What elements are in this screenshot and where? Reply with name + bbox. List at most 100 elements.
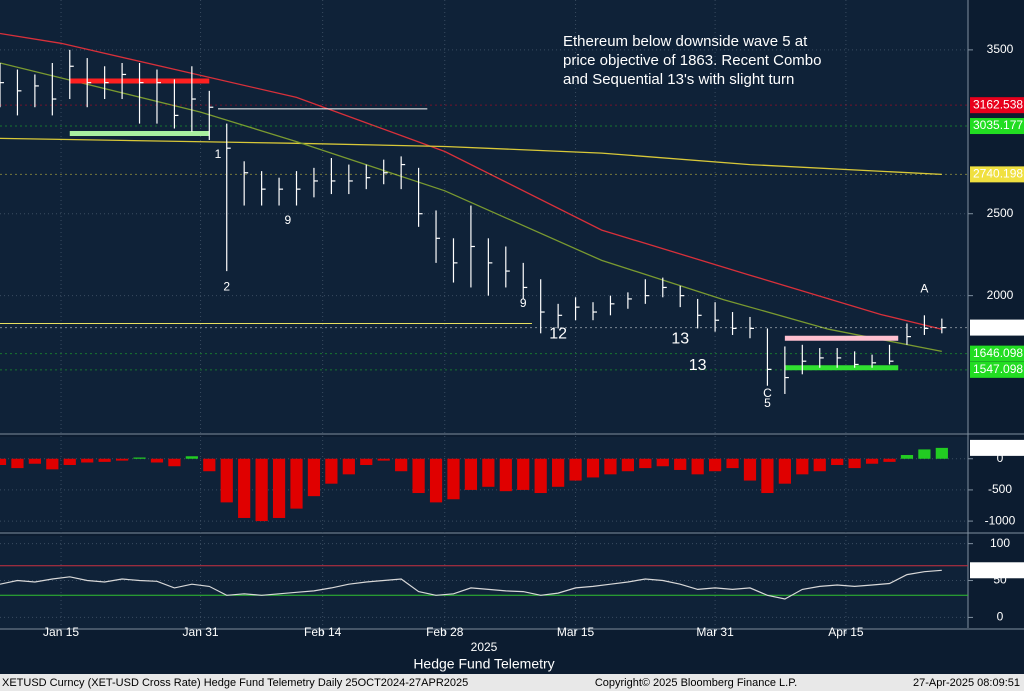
histogram-bar <box>674 458 687 470</box>
histogram-bar <box>482 458 495 487</box>
histogram-bar <box>848 458 861 469</box>
moving-average <box>0 32 942 330</box>
level-label: 1646.098 <box>973 346 1023 360</box>
level-box <box>970 319 1024 336</box>
rsi-line <box>0 569 942 600</box>
footer-right: 27-Apr-2025 08:09:51 <box>913 677 1020 689</box>
level-box <box>970 118 1024 135</box>
histogram-bar <box>133 457 146 459</box>
histogram-bar <box>447 458 460 500</box>
price-panel <box>0 0 968 433</box>
histogram-bar <box>115 458 129 461</box>
histogram-bar <box>813 458 826 472</box>
count-label: A <box>920 281 928 295</box>
histogram-bar <box>464 458 478 490</box>
histogram-bar <box>290 458 303 509</box>
histogram-bar <box>307 458 321 497</box>
histogram-bar <box>412 458 425 494</box>
histogram-bar <box>81 458 94 463</box>
count-label: 9 <box>284 213 291 227</box>
annotation: price objective of 1863. Recent Combo <box>563 52 821 69</box>
histogram-bar <box>935 447 948 459</box>
last-value-label: 174.4595 <box>973 440 1023 454</box>
footer-bar <box>0 674 1024 691</box>
last-value-box <box>970 562 1024 579</box>
last-value-label: 63.8948 <box>973 562 1017 576</box>
histogram-bar <box>46 458 59 470</box>
moving-average <box>0 137 942 176</box>
histogram-bar <box>325 458 338 484</box>
x-tick-label: Feb 28 <box>426 625 464 639</box>
histogram-bar <box>517 458 530 490</box>
histogram-bar <box>569 458 582 481</box>
histogram-bar <box>150 458 164 463</box>
histogram-bar <box>203 458 216 472</box>
histogram-bar <box>238 458 251 518</box>
level-box <box>970 345 1024 362</box>
level-label: 3162.538 <box>973 97 1023 111</box>
count-label: 5 <box>764 396 771 410</box>
y-tick-label: 0 <box>997 451 1004 465</box>
histogram-bar <box>796 458 809 475</box>
last-value-box <box>970 439 1024 456</box>
count-label: C <box>763 386 772 400</box>
count-label: 13 <box>671 330 689 347</box>
histogram-bar <box>831 458 844 465</box>
y-tick-label: -1000 <box>985 513 1016 527</box>
level-label: 1547.098 <box>973 362 1023 376</box>
histogram-bar <box>586 458 600 478</box>
histogram-bar <box>499 458 512 492</box>
histogram-bar <box>360 458 373 465</box>
histogram-bar <box>28 458 41 464</box>
histogram-bar <box>778 458 791 484</box>
y-tick-label: 0 <box>997 610 1004 624</box>
histogram-bar <box>743 458 757 481</box>
histogram-bar <box>220 458 233 503</box>
count-label: 12 <box>549 325 567 342</box>
histogram-bar <box>708 458 722 472</box>
histogram-bar <box>342 458 355 475</box>
y-tick-label: 3500 <box>987 42 1014 56</box>
level-box <box>970 166 1024 183</box>
y-tick-label: 2500 <box>987 206 1014 220</box>
level-box <box>970 361 1024 378</box>
count-label: 9 <box>520 296 527 310</box>
x-tick-label: Mar 31 <box>696 625 734 639</box>
histogram-bar <box>656 458 669 467</box>
y-tick-label: -500 <box>988 482 1012 496</box>
histogram-bar <box>185 456 198 459</box>
y-tick-label: 100 <box>990 536 1010 550</box>
x-tick-label: Jan 31 <box>183 625 219 639</box>
count-label: 2 <box>223 280 230 294</box>
marks: Jan 15 Jan 31 Feb 14 Feb 28 Mar 15 Mar 31 Apr … <box>0 0 1024 639</box>
histogram-bar <box>63 458 76 465</box>
histogram-bar <box>98 458 111 462</box>
x-tick-label: Feb 14 <box>304 625 342 639</box>
histogram-bar <box>865 458 879 464</box>
histogram-bar <box>429 458 443 503</box>
x-tick-label: Mar 15 <box>557 625 595 639</box>
footer-center: Copyright© 2025 Bloomberg Finance L.P. <box>595 677 797 689</box>
y-tick-label: 2000 <box>987 288 1014 302</box>
histogram-bar <box>604 458 617 475</box>
histogram-bar <box>552 458 565 487</box>
level-label: 1805.050 <box>973 320 1023 334</box>
histogram-bar <box>395 458 408 472</box>
histogram-bar <box>639 458 652 469</box>
moving-average <box>0 62 942 353</box>
histogram-bar <box>900 455 914 459</box>
histogram-bar <box>691 458 704 475</box>
histogram-bar <box>534 458 547 494</box>
count-label: 13 <box>689 357 707 374</box>
annotation: and Sequential 13's with slight turn <box>563 71 794 88</box>
level-label: 3035.177 <box>973 118 1023 132</box>
level-box <box>970 97 1024 114</box>
histogram-bar <box>0 458 7 465</box>
histogram-bar <box>255 458 268 522</box>
x-tick-label: Jan 15 <box>43 625 79 639</box>
histogram-bar <box>918 449 931 459</box>
x-tick-label: Apr 15 <box>828 625 864 639</box>
histogram-bar <box>761 458 774 494</box>
histogram-bar <box>621 458 634 472</box>
